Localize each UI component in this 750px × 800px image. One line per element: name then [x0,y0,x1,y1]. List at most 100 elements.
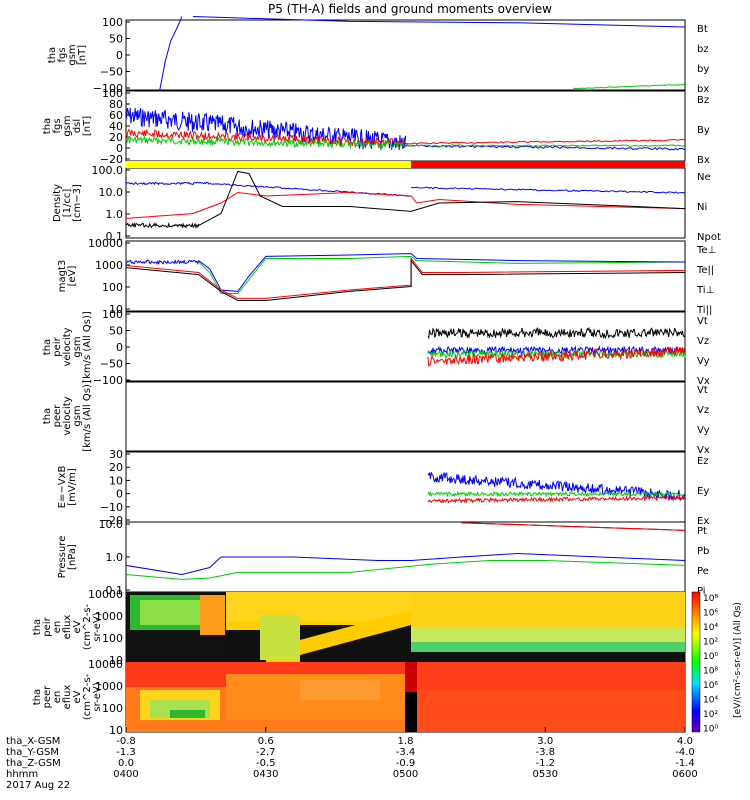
y-tick-label: 10 [109,303,123,316]
legend-entry: Vy [697,425,710,436]
y-axis-label: thapeirenefluxeV(cm^2-s-sr-eV) [32,603,103,650]
y-tick-label: −20 [100,514,123,527]
x-tick-label: 0500 [393,769,418,780]
panel-frame-4 [125,240,686,312]
series-ni-b [198,170,686,226]
x-tick-label: -3.8 [535,747,555,758]
colorbar-labels: 10⁸ 10⁶ 10⁴ 10² 10⁰ 10⁸ 10⁶ 10⁴ 10² 10⁰ [703,594,718,735]
y-axis-label: thafgsgsmdsl[nT] [42,115,93,136]
legend-entry: Pe [697,566,709,577]
y-tick-label: 20 [109,461,123,474]
series-npot [125,181,210,186]
x-axis-labels: tha_X-GSM -0.8 0.6 1.8 3.0 4.0 tha_Y-GSM -1.3 -2… [6,727,698,780]
series-ez [427,494,686,504]
legend-entry: Bt [697,24,708,35]
series-bz2b [405,138,686,145]
legend-entry: Vx [697,376,710,387]
legend-entry: bx [697,84,709,95]
spectrogram-peer [126,662,685,732]
y-tick-label: 0.1 [106,230,124,243]
panels: 100500−50−100thafgsgsm[nT]Btbzbybx100806… [32,16,721,737]
colorbar-label: 10⁸ [703,667,718,677]
x-tick-label: 3.0 [537,736,553,747]
y-axis-label: thapeirvelocitygsm[km/s (All Qs)] [42,311,93,383]
y-tick-label: 80 [109,98,123,111]
y-axis-label: thafgsgsm[nT] [47,44,88,65]
y-tick-label: 30 [109,448,123,461]
y-tick-label: 40 [109,120,123,133]
panel-frame-6 [125,380,686,452]
x-tick-label: 0400 [113,769,138,780]
colorbar-label: 10⁰ [703,725,718,735]
series-bx2b [405,144,686,151]
y-tick-label: 10 [109,654,123,667]
legend-entry: Pi [697,586,706,597]
x-tick-label: -4.0 [675,747,695,758]
panel-frame-7 [125,451,686,523]
y-tick-label: 100 [102,281,123,294]
legend-entry: Ez [697,456,709,467]
y-tick-label: 1000 [95,680,123,693]
y-tick-label: 100 [102,632,123,645]
x-row-label: tha_Z-GSM [6,758,61,769]
x-tick-label: -2.7 [256,747,276,758]
y-tick-label: 1000 [95,610,123,623]
colorbar-units: [eV/(cm²-s-sr-eV)] (All Qs) [733,602,743,718]
legend-entry: Vx [697,445,710,456]
x-tick-label: 0.0 [118,758,134,769]
y-tick-label: −10 [100,501,123,514]
x-tick-label: 4.0 [677,736,693,747]
mode-bar-red [411,161,685,168]
legend-entry: Bz [697,95,709,106]
x-row-label: hhmm [6,769,38,780]
legend-entry: Vz [697,405,709,416]
colorbar-label: 10⁴ [703,623,718,633]
y-tick-label: −20 [100,153,123,166]
legend-entry: Pb [697,546,709,557]
date-label: 2017 Aug 22 [6,780,70,791]
y-tick-label: −100 [93,374,123,387]
series-te-perp [125,257,686,299]
chart-title: P5 (TH-A) fields and ground moments over… [268,2,552,16]
y-tick-label: 10.0 [99,518,124,531]
y-tick-label: 10.0 [99,186,124,199]
series-bt [193,16,686,28]
x-tick-label: -1.4 [675,758,695,769]
x-tick-label: -0.5 [256,758,276,769]
y-axis-label: thapeervelocitygsm[km/s (All Qs)] [42,380,93,452]
legend-entry: Vt [697,385,708,396]
y-tick-label: 60 [109,109,123,122]
series-te-par-b [125,259,686,301]
y-tick-label: 100 [102,702,123,715]
colorbar [691,591,701,733]
colorbar-label: 10⁶ [703,681,718,691]
x-row-label: tha_X-GSM [6,736,60,747]
series-pe [125,560,686,580]
series-vz [427,346,686,367]
series-bx [159,16,183,92]
legend-entry: Ey [697,486,709,497]
legend-entry: Ti|| [696,305,712,316]
y-tick-label: 100 [102,16,123,29]
y-tick-label: 1.0 [106,551,124,564]
series-npot-c [410,186,686,194]
y-tick-label: −100 [93,82,123,95]
legend-entry: Ne [697,172,711,183]
series-by2b [405,144,686,147]
legend-entry: Vt [697,316,708,327]
legend-entry: Te⊥ [696,245,716,256]
series-vy [427,349,686,360]
y-tick-label: 100.0 [92,164,124,177]
y-tick-label: 10000 [88,658,123,671]
colorbar-label: 10² [703,638,718,648]
y-tick-label: 20 [109,131,123,144]
x-tick-label: 0530 [533,769,558,780]
y-tick-label: 0 [116,341,123,354]
legend-entry: Ex [697,516,709,527]
series-vt [427,326,686,340]
x-tick-label: 0600 [672,769,697,780]
series-ti-par [125,258,200,266]
legend-entry: Vy [697,356,710,367]
y-tick-label: 10000 [88,588,123,601]
